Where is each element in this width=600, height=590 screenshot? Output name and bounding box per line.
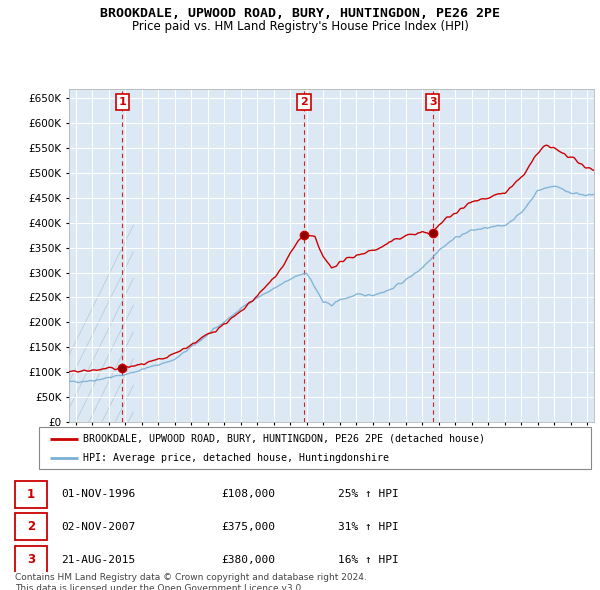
- FancyBboxPatch shape: [15, 513, 47, 540]
- Text: 21-AUG-2015: 21-AUG-2015: [61, 555, 136, 565]
- Text: 01-NOV-1996: 01-NOV-1996: [61, 490, 136, 499]
- FancyBboxPatch shape: [15, 546, 47, 573]
- Text: 16% ↑ HPI: 16% ↑ HPI: [338, 555, 398, 565]
- FancyBboxPatch shape: [15, 481, 47, 508]
- Text: £380,000: £380,000: [221, 555, 275, 565]
- Text: Contains HM Land Registry data © Crown copyright and database right 2024.
This d: Contains HM Land Registry data © Crown c…: [15, 573, 367, 590]
- Text: £375,000: £375,000: [221, 522, 275, 532]
- Text: 1: 1: [118, 97, 126, 107]
- Text: HPI: Average price, detached house, Huntingdonshire: HPI: Average price, detached house, Hunt…: [83, 453, 389, 463]
- Text: 2: 2: [300, 97, 308, 107]
- Text: 31% ↑ HPI: 31% ↑ HPI: [338, 522, 398, 532]
- Text: 25% ↑ HPI: 25% ↑ HPI: [338, 490, 398, 499]
- Text: 3: 3: [429, 97, 437, 107]
- Text: Price paid vs. HM Land Registry's House Price Index (HPI): Price paid vs. HM Land Registry's House …: [131, 20, 469, 33]
- Text: BROOKDALE, UPWOOD ROAD, BURY, HUNTINGDON, PE26 2PE (detached house): BROOKDALE, UPWOOD ROAD, BURY, HUNTINGDON…: [83, 434, 485, 444]
- Text: BROOKDALE, UPWOOD ROAD, BURY, HUNTINGDON, PE26 2PE: BROOKDALE, UPWOOD ROAD, BURY, HUNTINGDON…: [100, 7, 500, 20]
- Text: 2: 2: [27, 520, 35, 533]
- Text: £108,000: £108,000: [221, 490, 275, 499]
- Text: 1: 1: [27, 488, 35, 501]
- Text: 02-NOV-2007: 02-NOV-2007: [61, 522, 136, 532]
- FancyBboxPatch shape: [39, 427, 591, 469]
- Text: 3: 3: [27, 553, 35, 566]
